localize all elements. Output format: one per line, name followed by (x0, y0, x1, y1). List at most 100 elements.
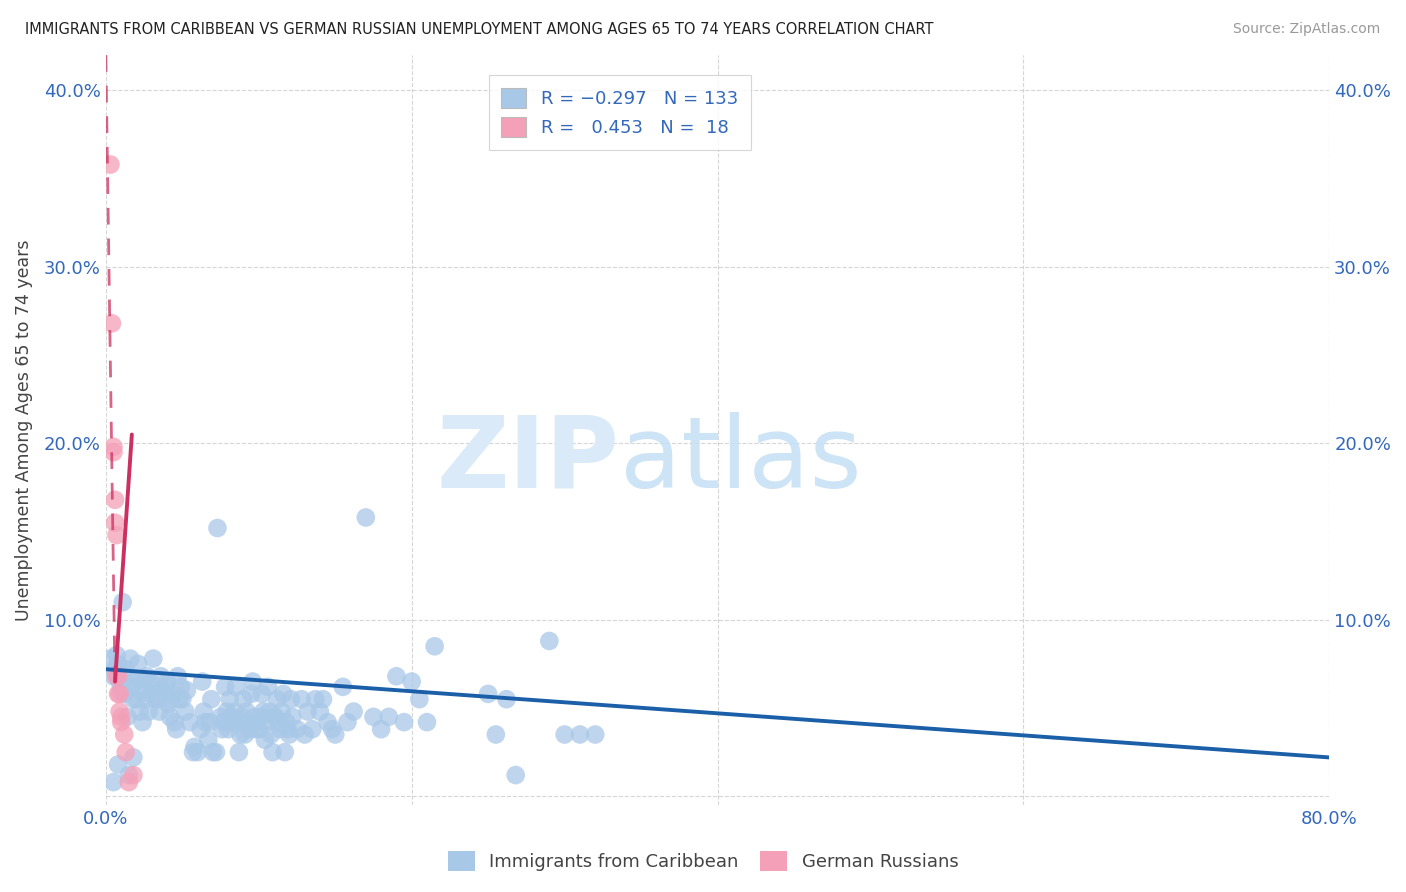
Point (232, 692, 254, 706)
Point (104, 516, 127, 530)
Point (211, 722, 233, 736)
Point (107, 687, 129, 701)
Point (222, 715, 245, 730)
Point (297, 705, 319, 719)
Point (159, 710, 181, 724)
Point (167, 692, 190, 706)
Point (111, 595, 134, 609)
Point (107, 757, 129, 772)
Point (181, 745, 204, 759)
Point (105, 648, 128, 662)
Point (231, 710, 253, 724)
Point (101, 317, 124, 331)
Point (212, 715, 235, 730)
Point (568, 727, 591, 741)
Point (267, 715, 290, 730)
Point (112, 687, 135, 701)
Point (100, 651, 122, 665)
Point (224, 705, 246, 719)
Point (118, 768, 141, 782)
Point (122, 750, 145, 764)
Point (136, 669, 159, 683)
Point (385, 669, 408, 683)
Point (108, 674, 131, 689)
Point (143, 683, 166, 698)
Point (198, 715, 221, 730)
Point (263, 710, 285, 724)
Point (193, 705, 215, 719)
Legend: Immigrants from Caribbean, German Russians: Immigrants from Caribbean, German Russia… (440, 844, 966, 879)
Point (201, 745, 224, 759)
Point (274, 745, 297, 759)
Point (304, 692, 326, 706)
Point (124, 674, 146, 689)
Point (190, 722, 212, 736)
Point (291, 692, 314, 706)
Point (117, 710, 139, 724)
Point (121, 680, 143, 694)
Text: ZIP: ZIP (437, 411, 620, 508)
Point (354, 510, 377, 524)
Point (105, 669, 128, 683)
Point (145, 692, 167, 706)
Point (153, 687, 176, 701)
Point (257, 680, 280, 694)
Point (316, 715, 339, 730)
Point (138, 705, 160, 719)
Point (225, 680, 247, 694)
Point (135, 692, 157, 706)
Point (209, 710, 232, 724)
Point (250, 687, 273, 701)
Point (260, 727, 283, 741)
Point (259, 705, 281, 719)
Point (110, 715, 132, 730)
Point (152, 683, 174, 698)
Point (254, 715, 277, 730)
Point (163, 715, 186, 730)
Point (280, 692, 302, 706)
Point (110, 710, 132, 724)
Point (120, 651, 142, 665)
Point (323, 727, 346, 741)
Point (156, 674, 179, 689)
Point (247, 722, 270, 736)
Point (155, 680, 177, 694)
Point (301, 722, 323, 736)
Point (197, 732, 219, 747)
Point (157, 698, 180, 712)
Point (392, 715, 415, 730)
Point (170, 680, 193, 694)
Point (129, 683, 152, 698)
Point (146, 692, 169, 706)
Point (281, 710, 304, 724)
Point (218, 692, 240, 706)
Point (100, 157, 122, 171)
Point (321, 722, 343, 736)
Text: IMMIGRANTS FROM CARIBBEAN VS GERMAN RUSSIAN UNEMPLOYMENT AMONG AGES 65 TO 74 YEA: IMMIGRANTS FROM CARIBBEAN VS GERMAN RUSS… (25, 22, 934, 37)
Point (235, 705, 257, 719)
Point (243, 710, 266, 724)
Point (200, 692, 222, 706)
Point (112, 727, 135, 741)
Point (240, 687, 263, 701)
Point (141, 687, 163, 701)
Point (131, 715, 153, 730)
Point (176, 683, 198, 698)
Point (172, 692, 194, 706)
Point (416, 715, 439, 730)
Point (538, 634, 561, 648)
Point (104, 492, 127, 507)
Point (118, 775, 141, 789)
Point (554, 727, 576, 741)
Text: atlas: atlas (620, 411, 862, 508)
Point (370, 722, 392, 736)
Text: Source: ZipAtlas.com: Source: ZipAtlas.com (1233, 22, 1381, 37)
Y-axis label: Unemployment Among Ages 65 to 74 years: Unemployment Among Ages 65 to 74 years (15, 239, 32, 621)
Point (246, 715, 269, 730)
Point (215, 705, 238, 719)
Point (165, 722, 187, 736)
Point (166, 669, 188, 683)
Point (114, 662, 136, 676)
Legend: R = −0.297   N = 133, R =   0.453   N =  18: R = −0.297 N = 133, R = 0.453 N = 18 (488, 76, 751, 150)
Point (236, 715, 259, 730)
